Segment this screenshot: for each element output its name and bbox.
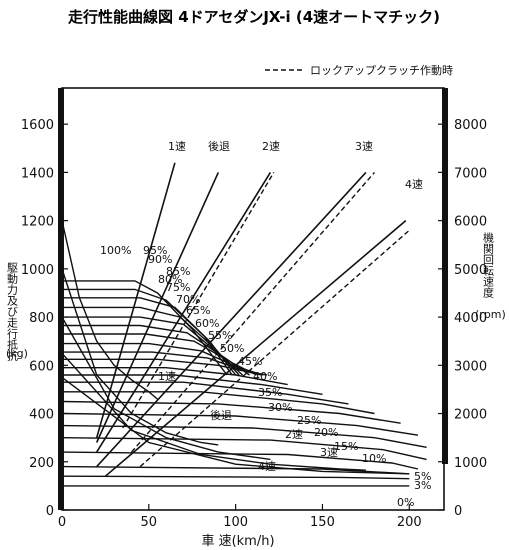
- y-right-axis-label: 機関回転速度: [482, 231, 495, 299]
- y-right-tick-label: 3000: [454, 359, 487, 374]
- x-tick-label: 100: [223, 515, 248, 530]
- throttle-label: 5%: [414, 470, 431, 483]
- throttle-curve: [61, 451, 419, 470]
- gear-label-top: 1速: [168, 140, 186, 153]
- throttle-curve: [62, 381, 349, 405]
- throttle-label: 75%: [166, 281, 190, 294]
- y-left-tick-label: 200: [29, 456, 54, 471]
- y-right-tick-label: 1000: [454, 456, 487, 471]
- resistance-curves: [61, 220, 410, 475]
- rpm-line-lockup: [139, 229, 410, 468]
- y-left-tick-label: 1000: [21, 263, 54, 278]
- rpm-line: [95, 172, 220, 443]
- rpm-lines-lockup: [122, 171, 410, 468]
- throttle-label: 25%: [297, 414, 321, 427]
- resistance-curve: [61, 220, 158, 400]
- plot-frame: [61, 87, 445, 511]
- left-axis-bar: [58, 88, 64, 510]
- y-right-tick-label: 0: [454, 504, 462, 519]
- throttle-curve: [61, 400, 401, 424]
- resistance-curve: [61, 376, 410, 475]
- gear-label-top: 2速: [262, 140, 280, 153]
- x-tick-label: 0: [58, 515, 66, 530]
- legend-label: ロックアップクラッチ作動時: [310, 63, 453, 77]
- throttle-label: 30%: [268, 401, 292, 414]
- throttle-label: 15%: [334, 440, 358, 453]
- y-right-tick-label: 8000: [454, 118, 487, 133]
- throttle-label: 50%: [220, 342, 244, 355]
- throttle-label: 35%: [258, 386, 282, 399]
- y-left-tick-label: 1200: [21, 215, 54, 230]
- throttle-curve: [62, 342, 264, 376]
- throttle-labels: 100% 95%90%85%80%75%70%65%60%55%50%45% 40%…: [100, 244, 431, 509]
- resistance-curve: [61, 316, 271, 461]
- throttle-curve: [61, 412, 419, 436]
- throttle-curve: [61, 437, 427, 461]
- y-right-axis-ticks: 0 1000 2000 3000 4000 5000 6000 7000 8000: [438, 118, 487, 519]
- chart-title: 走行性能曲線図 4ドアセダンJX-i (4速オートマチック): [68, 8, 440, 26]
- y-right-axis-unit: (rpm): [475, 308, 506, 321]
- x-axis-ticks: 0 50 100 150 200: [58, 504, 422, 530]
- throttle-label: 40%: [253, 370, 277, 383]
- y-left-tick-label: 800: [29, 311, 54, 326]
- throttle-label: 100%: [100, 244, 131, 257]
- throttle-label: 65%: [186, 304, 210, 317]
- gear-label-top: 3速: [355, 140, 373, 153]
- x-tick-label: 150: [310, 515, 335, 530]
- throttle-curve: [62, 391, 375, 415]
- y-right-tick-label: 6000: [454, 215, 487, 230]
- throttle-label: 0%: [397, 496, 414, 509]
- throttle-label: 95%: [143, 244, 167, 257]
- y-left-tick-label: 600: [29, 359, 54, 374]
- y-left-tick-label: 0: [46, 504, 54, 519]
- throttle-curve: [61, 465, 410, 475]
- gear-label-top: 後退: [208, 139, 230, 153]
- rpm-line: [95, 162, 176, 438]
- throttle-label: 20%: [314, 426, 338, 439]
- gear-label-top: 4速: [405, 178, 423, 191]
- rpm-line-lockup: [122, 172, 275, 429]
- gear-label-mid: 3速: [320, 446, 338, 459]
- throttle-label: 10%: [362, 452, 386, 465]
- throttle-label: 90%: [148, 253, 172, 266]
- gear-label-mid: 後退: [210, 408, 232, 422]
- throttle-curve: [61, 424, 427, 448]
- y-left-axis-unit: (kg): [6, 347, 28, 360]
- rpm-lines: [95, 162, 407, 477]
- throttle-label: 80%: [158, 273, 182, 286]
- throttle-curve: [61, 475, 410, 480]
- right-axis-bar: [442, 88, 448, 464]
- throttle-label: 60%: [195, 317, 219, 330]
- gear-label-mid: 1速: [158, 370, 176, 383]
- throttle-label: 85%: [166, 265, 190, 278]
- resistance-curve: [61, 268, 219, 446]
- y-right-tick-label: 7000: [454, 166, 487, 181]
- gear-label-mid: 4速: [258, 460, 276, 473]
- rpm-line: [96, 171, 272, 453]
- x-tick-label: 50: [141, 515, 158, 530]
- throttle-label: 3%: [414, 479, 431, 492]
- rpm-line: [104, 219, 407, 477]
- y-left-tick-label: 1600: [21, 118, 54, 133]
- y-right-tick-label: 4000: [454, 311, 487, 326]
- y-left-tick-label: 1400: [21, 166, 54, 181]
- x-tick-label: 200: [397, 515, 422, 530]
- throttle-label: 55%: [208, 329, 232, 342]
- y-right-tick-label: 5000: [454, 263, 487, 278]
- y-left-axis-label: 駆動力及び走行抵抗: [6, 262, 19, 362]
- y-left-tick-label: 400: [29, 408, 54, 423]
- throttle-curve: [62, 333, 257, 376]
- gear-label-mid: 2速: [285, 428, 303, 441]
- x-axis-label: 車 速(km/h): [201, 534, 274, 549]
- y-left-axis-ticks: 0 200 400 600 800 1000 1200 1400 1600: [21, 118, 68, 519]
- throttle-label: 70%: [176, 293, 200, 306]
- resistance-curve: [61, 352, 366, 471]
- y-right-tick-label: 2000: [454, 408, 487, 423]
- throttle-label: 45%: [238, 355, 262, 368]
- rpm-line: [96, 171, 367, 468]
- rpm-line-lockup: [130, 171, 376, 453]
